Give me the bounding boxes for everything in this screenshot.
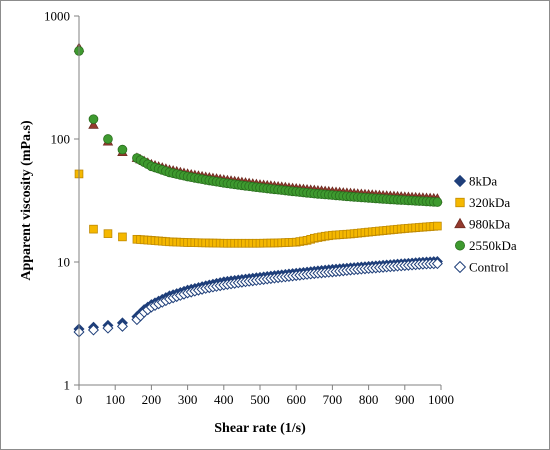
legend-marker <box>455 197 465 208</box>
x-tick-label: 400 <box>214 392 234 407</box>
y-axis-title: Apparent viscosity (mPa.s) <box>19 120 34 281</box>
legend-marker <box>454 217 466 229</box>
series-control <box>73 258 443 338</box>
data-point <box>88 119 99 129</box>
x-tick-label: 600 <box>286 392 306 407</box>
data-point <box>432 197 443 207</box>
legend-label: Control <box>469 260 509 275</box>
x-tick-label: 100 <box>105 392 125 407</box>
x-tick-label: 900 <box>395 392 415 407</box>
x-tick-label: 1000 <box>428 392 454 407</box>
x-tick-label: 200 <box>142 392 162 407</box>
legend-marker <box>453 260 467 274</box>
y-tick-label: 1 <box>64 378 71 393</box>
y-tick-label: 1000 <box>44 9 70 24</box>
data-point <box>89 224 98 234</box>
x-axis-title: Shear rate (1/s) <box>214 421 306 436</box>
x-tick-label: 800 <box>359 392 379 407</box>
x-tick-label: 0 <box>76 392 83 407</box>
data-point <box>87 324 99 336</box>
data-point <box>88 114 99 124</box>
data-point <box>431 258 443 270</box>
data-point <box>116 320 128 332</box>
series-2550kda <box>74 46 443 207</box>
axes: 0 100 200 300 400 500 600 700 800 900 1000 1 10 100 10… <box>44 9 454 408</box>
data-point <box>103 229 113 238</box>
y-tick-label: 10 <box>57 255 70 270</box>
data-point <box>117 144 128 155</box>
legend-label: 8kDa <box>469 174 497 189</box>
legend-marker <box>455 240 465 251</box>
data-point <box>433 221 442 231</box>
legend-marker <box>453 174 467 188</box>
series-980kda <box>73 42 443 203</box>
data-point <box>102 322 114 334</box>
legend-label: 320kDa <box>469 195 510 210</box>
legend: 8kDa 320kDa 980kDa 2550kDa Control <box>453 174 517 275</box>
legend-label: 980kDa <box>469 217 510 232</box>
x-tick-label: 700 <box>323 392 343 407</box>
y-tick-label: 100 <box>51 132 71 147</box>
data-point <box>118 232 127 242</box>
plot-area <box>73 42 443 338</box>
x-tick-label: 500 <box>250 392 270 407</box>
x-tick-label: 300 <box>178 392 198 407</box>
data-point <box>103 134 113 144</box>
series-320kda <box>74 169 442 248</box>
legend-label: 2550kDa <box>469 238 517 253</box>
